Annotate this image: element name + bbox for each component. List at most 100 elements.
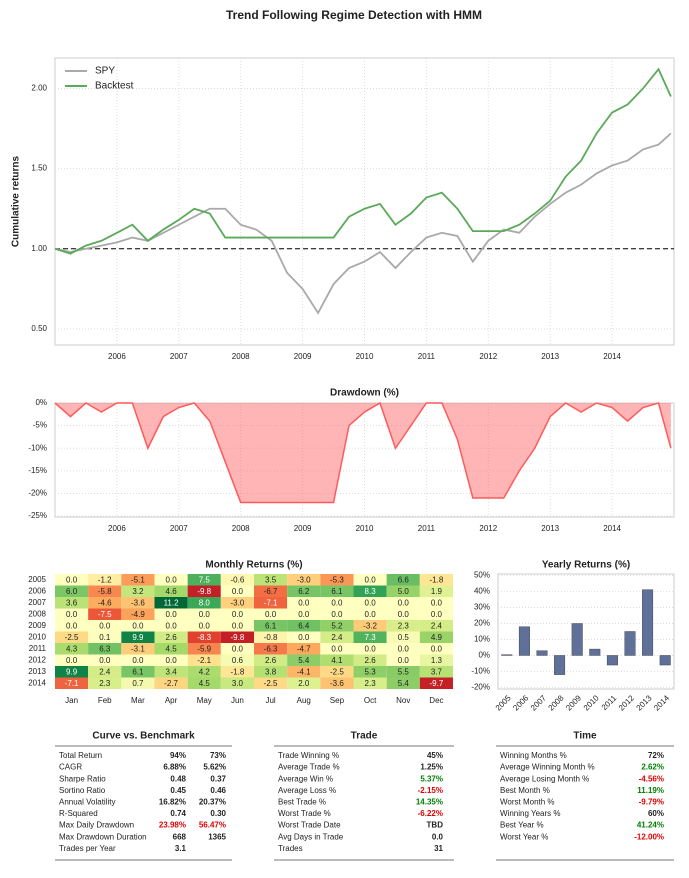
heatmap-cell bbox=[287, 597, 321, 609]
row-label: 2007 bbox=[28, 598, 46, 607]
cell-label: -9.7 bbox=[430, 679, 444, 688]
y-tick-label: 1.50 bbox=[31, 164, 47, 173]
row-value: 56.47% bbox=[199, 821, 226, 830]
heatmap-cell bbox=[55, 631, 89, 643]
heatmap-cell bbox=[287, 677, 321, 689]
cell-label: 4.2 bbox=[199, 667, 211, 676]
row-label: 2008 bbox=[28, 609, 46, 618]
cell-label: 6.1 bbox=[132, 667, 144, 676]
heatmap-cell bbox=[121, 597, 155, 609]
y-tick-label: -5% bbox=[33, 421, 47, 430]
heatmap-cell bbox=[55, 585, 89, 597]
row-label: Average Loss % bbox=[278, 786, 336, 795]
cell-label: -0.8 bbox=[264, 633, 278, 642]
heatmap-cell bbox=[353, 631, 387, 643]
heatmap-cell bbox=[121, 585, 155, 597]
cell-label: -2.5 bbox=[65, 633, 79, 642]
heatmap-cell bbox=[154, 608, 188, 620]
heatmap-cell bbox=[320, 574, 354, 586]
cell-label: 0.0 bbox=[431, 598, 443, 607]
cell-label: 0.0 bbox=[199, 610, 211, 619]
row-label: Avg Days in Trade bbox=[278, 832, 344, 841]
row-value: 1.25% bbox=[420, 763, 443, 772]
cell-label: -3.6 bbox=[131, 598, 145, 607]
cell-label: 0.0 bbox=[265, 610, 277, 619]
heatmap-cell bbox=[55, 574, 89, 586]
drawdown-line bbox=[54, 401, 672, 504]
cell-label: 0.0 bbox=[431, 610, 443, 619]
heatmap-cell bbox=[386, 654, 420, 666]
heatmap-cell bbox=[88, 631, 122, 643]
heatmap-cell bbox=[287, 643, 321, 655]
y-tick-label: -10% bbox=[28, 443, 47, 452]
cell-label: 0.0 bbox=[331, 644, 343, 653]
heatmap-cell bbox=[320, 677, 354, 689]
row-value: 0.30 bbox=[210, 809, 226, 818]
heatmap-cell bbox=[419, 620, 453, 632]
page-title: Trend Following Regime Detection with HM… bbox=[226, 8, 482, 22]
heatmap-cell bbox=[55, 597, 89, 609]
x-tick-label: 2006 bbox=[108, 352, 126, 361]
heatmap-cell bbox=[353, 654, 387, 666]
heatmap-cell bbox=[88, 643, 122, 655]
heatmap-cell bbox=[386, 643, 420, 655]
row-label: Winning Months % bbox=[500, 751, 567, 760]
table-title: Time bbox=[573, 731, 597, 742]
cell-label: 6.1 bbox=[265, 621, 277, 630]
row-value: 668 bbox=[173, 832, 187, 841]
cell-label: 3.7 bbox=[431, 667, 443, 676]
heatmap-cell bbox=[287, 666, 321, 678]
row-label: Annual Volatility bbox=[59, 798, 115, 807]
row-label: Max Daily Drawdown bbox=[59, 821, 134, 830]
heatmap-cell bbox=[220, 654, 254, 666]
row-label: R-Squared bbox=[59, 809, 98, 818]
row-label: Trades bbox=[278, 844, 303, 853]
cell-label: 0.7 bbox=[132, 679, 144, 688]
chart-title: Yearly Returns (%) bbox=[542, 560, 630, 571]
row-value: 11.19% bbox=[637, 786, 664, 795]
cell-label: 3.8 bbox=[265, 667, 277, 676]
cell-label: -8.3 bbox=[197, 633, 211, 642]
y-axis-label: Cumulative returns bbox=[11, 155, 22, 247]
row-label: 2006 bbox=[28, 586, 46, 595]
cell-label: 2.3 bbox=[398, 621, 410, 630]
heatmap-cell bbox=[419, 677, 453, 689]
row-value: 94% bbox=[170, 751, 186, 760]
cell-label: -5.1 bbox=[131, 575, 145, 584]
cell-label: 4.9 bbox=[431, 633, 443, 642]
cell-label: -6.3 bbox=[264, 644, 278, 653]
cell-label: 3.6 bbox=[66, 598, 78, 607]
cell-label: 0.0 bbox=[199, 621, 211, 630]
cell-label: 4.5 bbox=[166, 644, 178, 653]
x-tick-label: 2012 bbox=[479, 352, 497, 361]
heatmap-cell bbox=[386, 631, 420, 643]
heatmap-cell bbox=[353, 677, 387, 689]
row-value: -9.79% bbox=[639, 798, 664, 807]
row-label: Max Drawdown Duration bbox=[59, 832, 147, 841]
cell-label: 0.0 bbox=[66, 610, 78, 619]
row-value: 0.37 bbox=[210, 774, 226, 783]
cell-label: 0.0 bbox=[132, 656, 144, 665]
row-value: 1365 bbox=[208, 832, 226, 841]
column-label: Apr bbox=[165, 696, 178, 705]
heatmap-cell bbox=[353, 574, 387, 586]
heatmap-cell bbox=[55, 677, 89, 689]
cell-label: -7.1 bbox=[65, 679, 79, 688]
x-tick-label: 2008 bbox=[547, 693, 566, 712]
x-tick-label: 2007 bbox=[529, 693, 548, 712]
cell-label: 0.0 bbox=[398, 610, 410, 619]
row-value: 0.48 bbox=[170, 774, 186, 783]
cell-label: 2.3 bbox=[365, 679, 377, 688]
cell-label: 0.0 bbox=[99, 656, 111, 665]
x-tick-label: 2014 bbox=[652, 693, 671, 712]
cell-label: -5.3 bbox=[330, 575, 344, 584]
y-tick-label: 0% bbox=[35, 398, 47, 407]
heatmap-cell bbox=[220, 643, 254, 655]
row-value: 3.1 bbox=[175, 844, 187, 853]
x-tick-label: 2011 bbox=[418, 524, 436, 533]
column-label: Aug bbox=[297, 696, 311, 705]
cell-label: 2.6 bbox=[365, 656, 377, 665]
cell-label: 0.0 bbox=[365, 598, 377, 607]
heatmap-cell bbox=[154, 620, 188, 632]
heatmap-cell bbox=[154, 654, 188, 666]
